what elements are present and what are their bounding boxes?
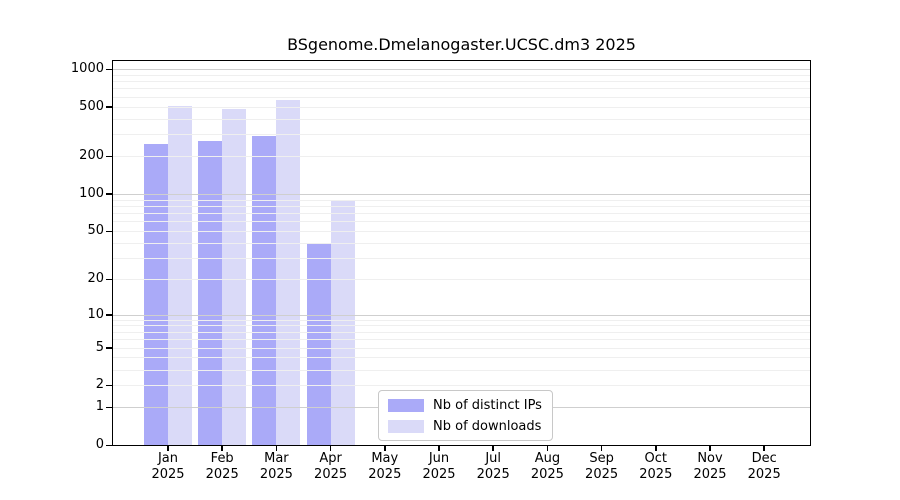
bar-ips-mar: [252, 135, 277, 445]
gridline-minor: [113, 319, 810, 321]
gridline-minor: [113, 331, 810, 333]
gridline-minor: [113, 347, 810, 349]
bar-ips-apr: [306, 242, 331, 445]
gridline-major: [113, 69, 810, 71]
bar-downloads-apr: [330, 200, 355, 445]
y-tick-mark: [106, 347, 112, 349]
legend-swatch-distinct-ips: [388, 398, 424, 412]
legend-label-distinct-ips: Nb of distinct IPs: [433, 397, 542, 413]
y-tick-mark: [106, 444, 112, 446]
x-tick-mark: [384, 446, 386, 451]
y-tick-label: 2: [95, 377, 104, 393]
x-tick-mark: [275, 446, 278, 451]
x-tick-label-may: May 2025: [368, 451, 402, 482]
y-tick-label: 5: [95, 339, 104, 355]
y-tick-label: 1000: [70, 61, 104, 77]
gridline-minor: [113, 325, 810, 327]
gridline-minor: [113, 74, 810, 76]
y-tick-mark: [106, 314, 112, 316]
gridline-minor: [113, 205, 810, 207]
legend-label-downloads: Nb of downloads: [433, 418, 542, 434]
gridline-minor: [113, 88, 810, 90]
chart-title: BSgenome.Dmelanogaster.UCSC.dm3 2025: [287, 35, 636, 54]
bar-ips-jan: [144, 144, 168, 445]
gridline-minor: [113, 156, 810, 158]
y-tick-mark: [106, 384, 112, 387]
legend-swatch-downloads: [388, 419, 424, 433]
legend-item-distinct-ips: Nb of distinct IPs: [388, 396, 542, 414]
gridline-minor: [113, 258, 810, 260]
gridline-minor: [113, 106, 810, 108]
x-tick-label-nov: Nov 2025: [693, 451, 727, 482]
gridline-minor: [113, 96, 810, 98]
y-tick-label: 200: [79, 148, 104, 164]
x-tick-mark: [546, 446, 549, 451]
x-tick-label-feb: Feb 2025: [205, 451, 239, 482]
x-tick-label-aug: Aug 2025: [530, 451, 564, 482]
x-tick-label-jul: Jul 2025: [476, 451, 510, 482]
x-tick-mark: [221, 446, 223, 451]
gridline-minor: [113, 339, 810, 341]
bar-downloads-feb: [222, 109, 247, 445]
gridline-minor: [113, 231, 810, 233]
gridline-minor: [113, 357, 810, 359]
gridline-minor: [113, 213, 810, 215]
y-tick-mark: [106, 155, 112, 158]
x-tick-mark: [709, 446, 711, 451]
y-tick-mark: [106, 68, 112, 71]
y-tick-label: 0: [95, 437, 104, 452]
y-tick-mark: [106, 193, 112, 195]
y-tick-label: 50: [87, 223, 104, 239]
x-tick-mark: [492, 446, 494, 451]
bar-ips-feb: [198, 140, 223, 445]
x-tick-label-oct: Oct 2025: [639, 451, 673, 482]
gridline-minor: [113, 385, 810, 387]
x-tick-mark: [600, 446, 603, 451]
y-tick-mark: [106, 278, 112, 281]
x-tick-mark: [167, 446, 169, 451]
x-tick-label-apr: Apr 2025: [314, 451, 348, 482]
y-tick-mark: [106, 106, 112, 108]
legend-item-downloads: Nb of downloads: [388, 417, 542, 435]
x-tick-label-mar: Mar 2025: [259, 451, 293, 482]
x-tick-label-dec: Dec 2025: [747, 451, 781, 482]
legend: Nb of distinct IPs Nb of downloads: [378, 390, 553, 441]
x-tick-mark: [655, 446, 657, 451]
gridline-major: [113, 193, 810, 195]
y-tick-label: 10: [87, 306, 104, 322]
x-tick-label-jun: Jun 2025: [422, 451, 456, 482]
gridline-minor: [113, 118, 810, 120]
y-tick-mark: [106, 406, 112, 409]
gridline-minor: [113, 221, 810, 223]
gridline-minor: [113, 199, 810, 201]
gridline-minor: [113, 81, 810, 83]
gridline-minor: [113, 134, 810, 136]
y-tick-label: 100: [79, 185, 104, 201]
y-tick-label: 20: [87, 271, 104, 287]
bar-downloads-jan: [168, 105, 192, 445]
gridline-minor: [113, 242, 810, 244]
x-tick-mark: [329, 446, 332, 451]
gridline-minor: [113, 279, 810, 281]
y-tick-label: 500: [79, 98, 104, 114]
y-tick-mark: [106, 230, 112, 233]
x-tick-mark: [763, 446, 765, 451]
gridline-major: [113, 314, 810, 316]
plot-area: Nb of distinct IPs Nb of downloads: [112, 60, 811, 446]
x-tick-mark: [438, 446, 440, 451]
bar-downloads-mar: [276, 100, 301, 445]
y-tick-label: 1: [95, 399, 104, 415]
x-tick-label-sep: Sep 2025: [585, 451, 619, 482]
x-tick-label-jan: Jan 2025: [151, 451, 185, 482]
gridline-minor: [113, 369, 810, 371]
